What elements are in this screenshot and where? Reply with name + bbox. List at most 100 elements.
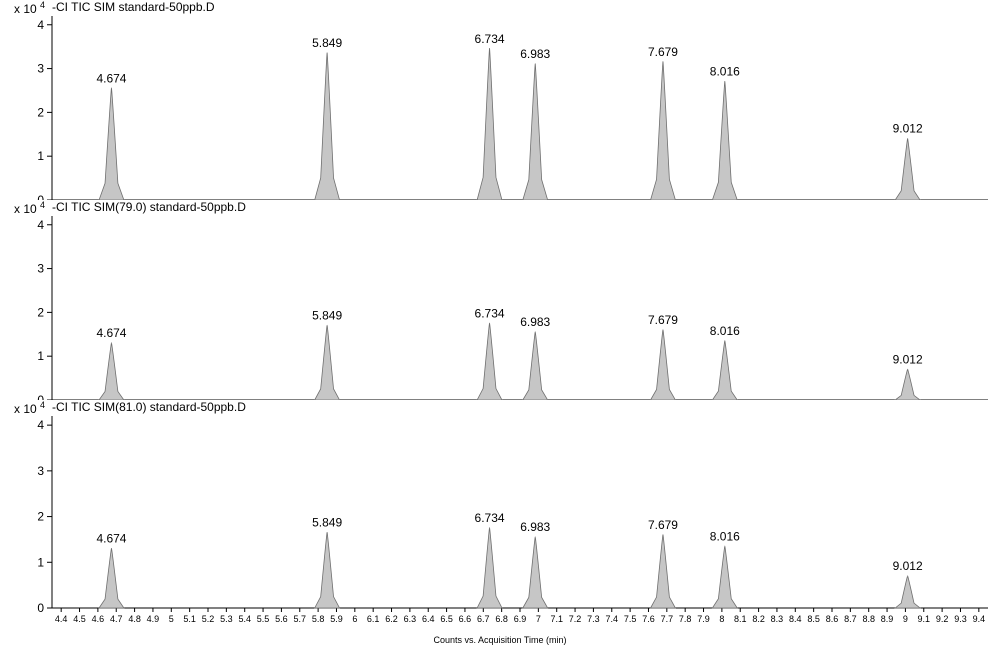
y-tick-label: 1 <box>37 149 44 163</box>
x-tick-label: 5.5 <box>257 614 270 624</box>
x-tick-label: 6.9 <box>514 614 527 624</box>
x-tick-label: 8.1 <box>734 614 747 624</box>
peak-label: 4.674 <box>96 532 126 546</box>
chromatogram-peak <box>315 532 340 608</box>
panel-title: -CI TIC SIM(79.0) standard-50ppb.D <box>52 200 246 214</box>
peak-label: 4.674 <box>96 326 126 340</box>
y-tick-label: 3 <box>37 464 44 478</box>
x-tick-label: 8.8 <box>862 614 875 624</box>
x-tick-label: 5 <box>169 614 174 624</box>
x-tick-label: 4.7 <box>110 614 123 624</box>
chromatogram-container: x 10 4 -CI TIC SIM standard-50ppb.D 0 1 2 3 4 4… <box>0 0 1000 647</box>
x-tick-label: 4.6 <box>92 614 105 624</box>
y-tick-label: 0 <box>37 193 44 200</box>
chromatogram-panel: x 10 4 -CI TIC SIM(81.0) standard-50ppb.D… <box>0 400 1000 628</box>
chromatogram-peak <box>651 62 676 200</box>
y-tick-label: 4 <box>37 218 44 232</box>
x-tick-label: 9.2 <box>936 614 949 624</box>
y-tick-label: 4 <box>37 418 44 432</box>
panel-title: -CI TIC SIM(81.0) standard-50ppb.D <box>52 400 246 414</box>
chromatogram-peak <box>99 548 124 608</box>
y-tick-label: 1 <box>37 349 44 363</box>
chromatogram-peak <box>523 332 548 400</box>
x-tick-label: 6 <box>352 614 357 624</box>
plot-svg: 012344.6745.8496.7346.9837.6798.0169.012 <box>22 216 988 400</box>
x-tick-label: 6.7 <box>477 614 490 624</box>
chromatogram-peak <box>895 139 920 200</box>
x-tick-label: 7 <box>536 614 541 624</box>
peak-label: 5.849 <box>312 36 342 50</box>
x-tick-label: 5.4 <box>238 614 251 624</box>
peak-label: 4.674 <box>96 71 126 85</box>
y-tick-label: 3 <box>37 62 44 76</box>
plot-svg: 012344.44.54.64.74.84.955.15.25.35.45.55… <box>22 416 988 628</box>
peak-label: 5.849 <box>312 516 342 530</box>
peak-label: 6.734 <box>475 306 505 320</box>
chromatogram-peak <box>99 88 124 200</box>
chromatogram-peak <box>895 369 920 400</box>
x-tick-label: 7.9 <box>697 614 710 624</box>
chromatogram-peak <box>477 48 502 200</box>
y-tick-label: 4 <box>37 18 44 32</box>
plot-svg: 012344.6745.8496.7346.9837.6798.0169.012 <box>22 16 988 200</box>
x-tick-label: 8.7 <box>844 614 857 624</box>
chromatogram-peak <box>477 528 502 608</box>
x-tick-label: 8.9 <box>881 614 894 624</box>
y-tick-label: 0 <box>37 601 44 615</box>
x-tick-label: 7.6 <box>642 614 655 624</box>
x-tick-label: 6.2 <box>385 614 398 624</box>
x-tick-label: 6.3 <box>404 614 417 624</box>
x-tick-label: 5.2 <box>202 614 215 624</box>
x-tick-label: 6.5 <box>440 614 453 624</box>
peak-label: 7.679 <box>648 518 678 532</box>
peak-label: 6.983 <box>520 520 550 534</box>
x-tick-label: 5.9 <box>330 614 343 624</box>
chromatogram-panel: x 10 4 -CI TIC SIM(79.0) standard-50ppb.D… <box>0 200 1000 400</box>
chromatogram-peak <box>651 330 676 400</box>
chromatogram-peak <box>315 53 340 200</box>
x-tick-label: 7.7 <box>661 614 674 624</box>
chromatogram-peak <box>651 535 676 608</box>
chromatogram-peak <box>712 81 737 200</box>
x-tick-label: 8 <box>719 614 724 624</box>
chromatogram-peak <box>712 341 737 400</box>
x-tick-label: 5.1 <box>183 614 196 624</box>
peak-label: 9.012 <box>893 559 923 573</box>
chromatogram-peak <box>712 546 737 608</box>
y-exponent-label: x 10 4 <box>14 0 45 16</box>
x-tick-label: 6.6 <box>459 614 472 624</box>
chromatogram-peak <box>99 343 124 400</box>
peak-label: 6.983 <box>520 47 550 61</box>
y-tick-label: 2 <box>37 510 44 524</box>
x-tick-label: 8.5 <box>807 614 820 624</box>
chromatogram-panel: x 10 4 -CI TIC SIM standard-50ppb.D 0 1 2 3 4 4… <box>0 0 1000 200</box>
panel-title: -CI TIC SIM standard-50ppb.D <box>52 0 215 14</box>
peak-label: 6.983 <box>520 315 550 329</box>
peak-label: 8.016 <box>710 65 740 79</box>
y-tick-label: 2 <box>37 105 44 119</box>
x-tick-label: 7.1 <box>550 614 563 624</box>
y-exponent-label: x 10 4 <box>14 200 45 216</box>
x-tick-label: 7.3 <box>587 614 600 624</box>
x-tick-label: 8.2 <box>752 614 765 624</box>
x-tick-label: 8.3 <box>771 614 784 624</box>
x-tick-label: 9 <box>903 614 908 624</box>
x-axis-title: Counts vs. Acquisition Time (min) <box>0 635 1000 645</box>
x-tick-label: 9.3 <box>954 614 967 624</box>
peak-label: 6.734 <box>475 32 505 46</box>
y-tick-label: 3 <box>37 262 44 276</box>
chromatogram-peak <box>523 537 548 608</box>
y-exponent-label: x 10 4 <box>14 400 45 416</box>
chromatogram-peak <box>895 576 920 608</box>
x-tick-label: 7.4 <box>606 614 619 624</box>
x-tick-label: 7.8 <box>679 614 692 624</box>
y-tick-label: 1 <box>37 555 44 569</box>
x-tick-label: 7.2 <box>569 614 582 624</box>
x-tick-label: 4.8 <box>128 614 141 624</box>
chromatogram-peak <box>477 323 502 400</box>
x-tick-label: 4.4 <box>55 614 68 624</box>
peak-label: 8.016 <box>710 324 740 338</box>
x-tick-label: 4.5 <box>73 614 86 624</box>
chromatogram-peak <box>523 64 548 200</box>
peak-label: 7.679 <box>648 313 678 327</box>
